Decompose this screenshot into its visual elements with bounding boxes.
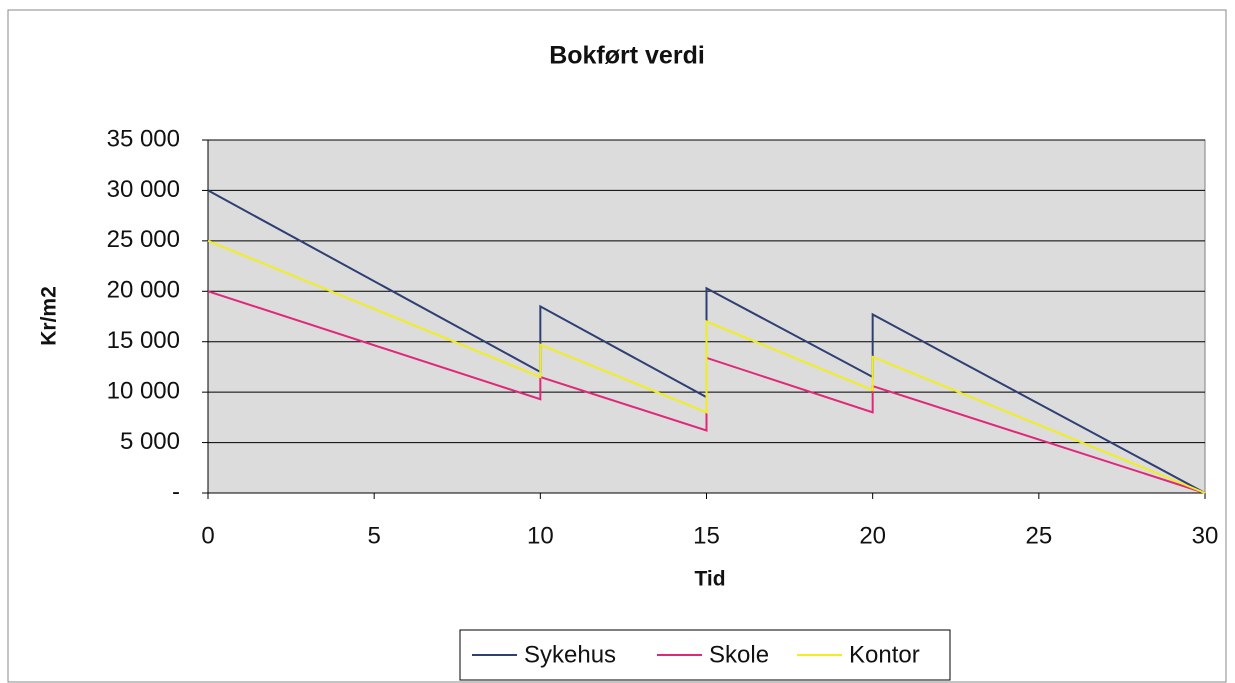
y-tick-label: - — [172, 478, 180, 505]
y-tick-label: 15 000 — [107, 327, 180, 354]
x-tick-label: 5 — [367, 522, 380, 549]
x-tick-label: 15 — [693, 522, 720, 549]
x-tick-label: 25 — [1025, 522, 1052, 549]
x-tick-label: 30 — [1192, 522, 1219, 549]
x-tick-label: 20 — [859, 522, 886, 549]
x-tick-label: 0 — [201, 522, 214, 549]
legend-box — [459, 629, 951, 681]
y-tick-label: 5 000 — [120, 428, 180, 455]
x-tick-label: 10 — [527, 522, 554, 549]
y-tick-label: 20 000 — [107, 277, 180, 304]
chart-title: Bokført verdi — [549, 42, 705, 70]
series-line — [207, 239, 1206, 494]
legend: Sykehus Skole Kontor — [459, 629, 951, 681]
legend-label: Sykehus — [524, 641, 616, 668]
y-tick-label: 35 000 — [107, 125, 180, 152]
y-tick-label: 30 000 — [107, 176, 180, 203]
x-axis-label: Tid — [694, 568, 725, 591]
y-tick-label: 25 000 — [107, 226, 180, 253]
legend-label: Kontor — [849, 641, 920, 668]
y-axis-label: Kr/m2 — [38, 286, 61, 346]
y-tick-label: 10 000 — [107, 377, 180, 404]
legend-label: Skole — [709, 641, 769, 668]
